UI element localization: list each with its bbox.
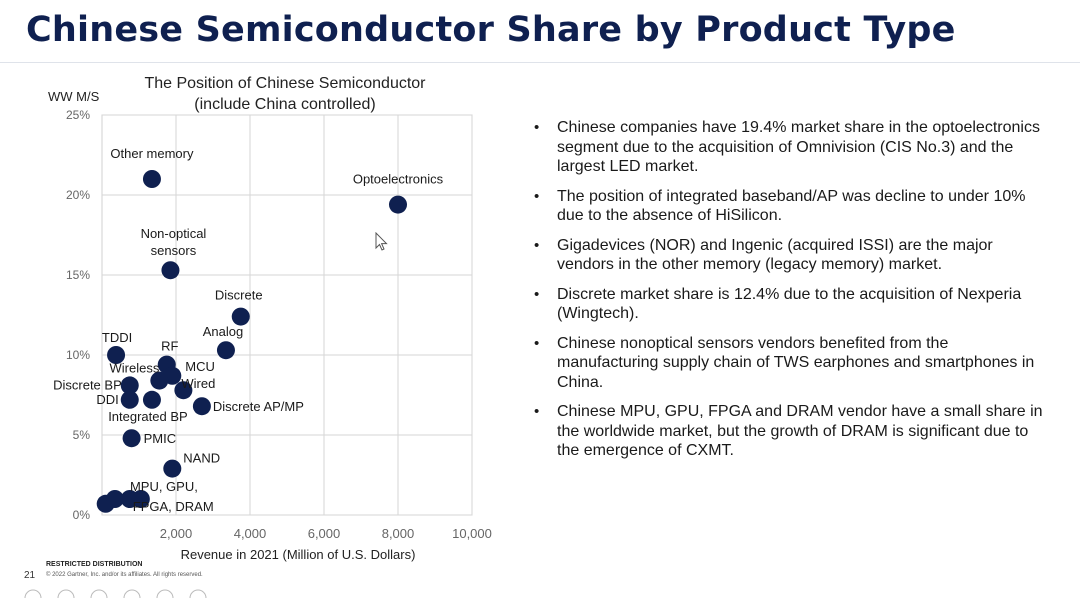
data-point	[122, 429, 141, 448]
point-annotation: RF	[161, 339, 178, 354]
footer-restricted-label: RESTRICTED DISTRIBUTION	[46, 561, 143, 568]
data-point	[150, 371, 169, 390]
data-point	[174, 381, 193, 400]
bullet-text: Chinese nonoptical sensors vendors benef…	[557, 334, 1035, 391]
point-annotation: MCU	[185, 359, 215, 374]
bullet-item: • Gigadevices (NOR) and Ingenic (acquired…	[530, 236, 1050, 275]
data-point	[120, 390, 139, 409]
data-point	[107, 346, 126, 364]
bullet-text: Chinese companies have 19.4% market shar…	[557, 119, 1040, 175]
bullet-item: • Discrete market share is 12.4% due to t…	[530, 285, 1050, 324]
x-tick-label: 2,000	[160, 526, 193, 541]
point-annotation: Optoelectronics	[353, 172, 444, 187]
point-annotation: Wireless	[110, 361, 160, 376]
point-annotation: NAND	[183, 451, 220, 466]
y-tick-label: 10%	[66, 348, 90, 362]
x-axis-label: Revenue in 2021 (Million of U.S. Dollars…	[181, 547, 416, 562]
data-point	[105, 490, 124, 508]
bullet-text: Discrete market share is 12.4% due to th…	[557, 285, 1022, 323]
chart-title-line-1: The Position of Chinese Semiconductor	[144, 75, 426, 92]
control-icon[interactable]	[57, 589, 75, 598]
point-annotation: Integrated BP	[108, 409, 188, 424]
point-annotation: Discrete BP	[53, 377, 122, 392]
point-annotation: Discrete AP/MP	[213, 399, 304, 414]
y-axis-label: WW M/S	[48, 89, 100, 104]
control-icon[interactable]	[90, 589, 108, 598]
y-tick-label: 5%	[73, 428, 91, 442]
bullet-dot-icon: •	[534, 187, 540, 205]
slide-title: Chinese Semiconductor Share by Product T…	[26, 10, 956, 50]
bullet-text: The position of integrated baseband/AP w…	[557, 187, 1026, 225]
control-icon[interactable]	[156, 589, 174, 598]
point-annotation: Other memory	[110, 146, 194, 161]
point-annotation: sensors	[151, 243, 197, 258]
data-point	[131, 490, 150, 508]
slide-page-number: 21	[24, 570, 36, 581]
data-point	[163, 459, 182, 478]
data-point	[142, 390, 161, 409]
point-annotation: Non-optical	[141, 226, 207, 241]
control-icon[interactable]	[189, 589, 207, 598]
data-point	[161, 261, 180, 280]
point-annotation: DDI	[96, 392, 118, 407]
y-tick-label: 0%	[73, 508, 91, 522]
data-point	[216, 341, 235, 360]
point-annotation: MPU, GPU,	[130, 479, 198, 494]
control-icon[interactable]	[123, 589, 141, 598]
bullet-dot-icon: •	[534, 236, 540, 254]
bullet-dot-icon: •	[534, 285, 540, 303]
bullet-item: • Chinese companies have 19.4% market sha…	[530, 118, 1050, 177]
y-tick-label: 15%	[66, 268, 90, 282]
bullet-text: Chinese MPU, GPU, FPGA and DRAM vendor h…	[557, 403, 1043, 459]
point-annotation: PMIC	[144, 431, 177, 446]
bullet-item: • Chinese MPU, GPU, FPGA and DRAM vendor …	[530, 402, 1050, 461]
point-annotation: Analog	[203, 324, 243, 339]
x-tick-label: 4,000	[234, 526, 267, 541]
footer-copyright: © 2022 Gartner, Inc. and/or its affiliat…	[46, 572, 203, 578]
point-annotation: FPGA, DRAM	[133, 499, 214, 514]
data-point	[389, 195, 407, 214]
data-point	[192, 397, 211, 416]
y-tick-label: 25%	[66, 108, 90, 122]
x-tick-label: 10,000	[452, 526, 492, 541]
data-point	[142, 170, 161, 188]
bullet-dot-icon: •	[534, 334, 540, 352]
data-point	[231, 307, 250, 326]
bullet-item: • Chinese nonoptical sensors vendors bene…	[530, 334, 1050, 393]
point-annotation: Discrete	[215, 288, 263, 303]
bullet-list: • Chinese companies have 19.4% market sha…	[530, 118, 1050, 471]
bullet-item: • The position of integrated baseband/AP …	[530, 187, 1050, 226]
point-annotation: Wired	[181, 376, 215, 391]
y-tick-label: 20%	[66, 188, 90, 202]
bullet-dot-icon: •	[534, 119, 540, 136]
chart-title-line-2: (include China controlled)	[194, 96, 376, 113]
title-divider	[0, 62, 1080, 63]
control-icon[interactable]	[24, 589, 42, 598]
player-controls-strip	[24, 589, 207, 598]
bullet-text: Gigadevices (NOR) and Ingenic (acquired …	[557, 236, 993, 274]
data-point	[120, 376, 139, 395]
x-tick-label: 6,000	[308, 526, 341, 541]
bullet-dot-icon: •	[534, 403, 540, 420]
mouse-pointer-icon	[375, 232, 388, 251]
point-annotation: TDDI	[102, 330, 132, 345]
x-tick-label: 8,000	[382, 526, 415, 541]
